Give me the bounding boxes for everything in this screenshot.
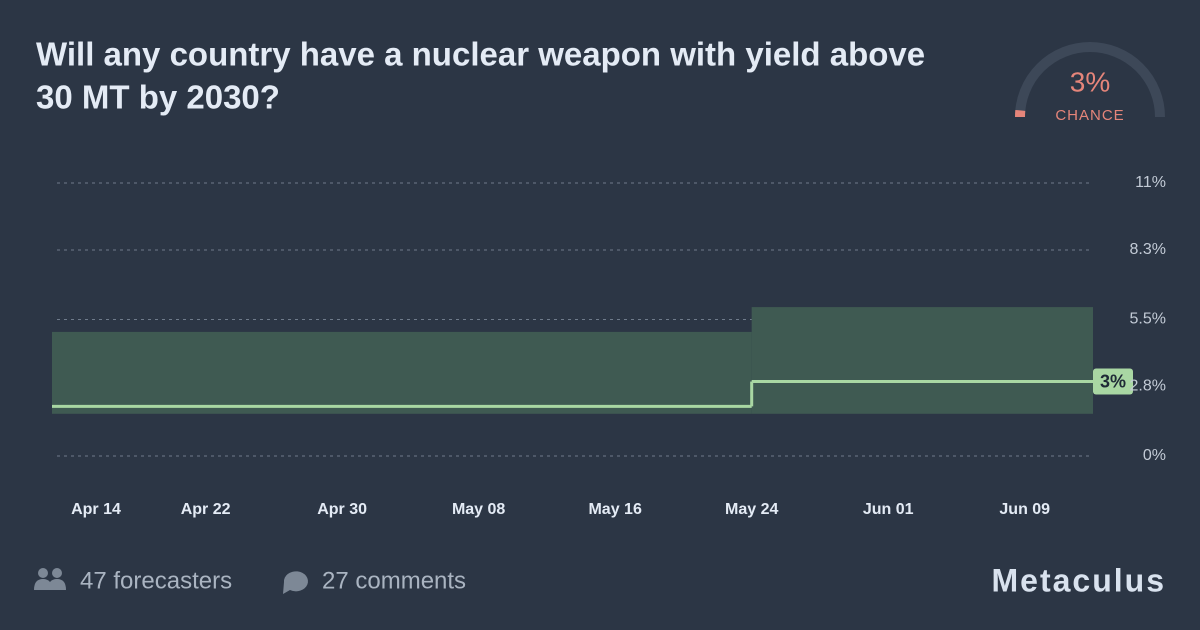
gauge-caption: CHANCE: [1055, 107, 1124, 124]
y-tick-label: 11%: [1135, 174, 1166, 191]
brand: Metaculus: [992, 562, 1166, 598]
title-line: Will any country have a nuclear weapon w…: [36, 36, 925, 73]
uncertainty-band: [751, 307, 1093, 414]
x-tick-label: Jun 09: [999, 501, 1050, 518]
x-tick-label: May 16: [588, 501, 641, 518]
x-tick-label: Apr 14: [71, 501, 121, 518]
y-tick-label: 0%: [1143, 447, 1166, 464]
x-tick-label: Apr 22: [181, 501, 231, 518]
y-tick-label: 2.8%: [1130, 378, 1166, 395]
plot: 3%: [52, 182, 1133, 457]
title-line: 30 MT by 2030?: [36, 79, 280, 116]
forecasters-icon: [34, 568, 66, 590]
gauge-value: 3%: [1070, 66, 1110, 97]
gauge-track: [1015, 42, 1165, 118]
end-label: 3%: [1100, 371, 1126, 391]
y-tick-label: 5.5%: [1130, 311, 1166, 328]
forecasters: 47 forecasters: [80, 567, 232, 594]
x-tick-label: Jun 01: [863, 501, 914, 518]
y-tick-label: 8.3%: [1130, 241, 1166, 258]
comments-icon: [283, 571, 308, 594]
uncertainty-band: [52, 331, 752, 414]
x-tick-label: May 24: [725, 501, 778, 518]
x-tick-label: Apr 30: [317, 501, 367, 518]
end-label-box: [1093, 368, 1133, 395]
x-tick-label: May 08: [452, 501, 505, 518]
comments: 27 comments: [322, 567, 466, 594]
